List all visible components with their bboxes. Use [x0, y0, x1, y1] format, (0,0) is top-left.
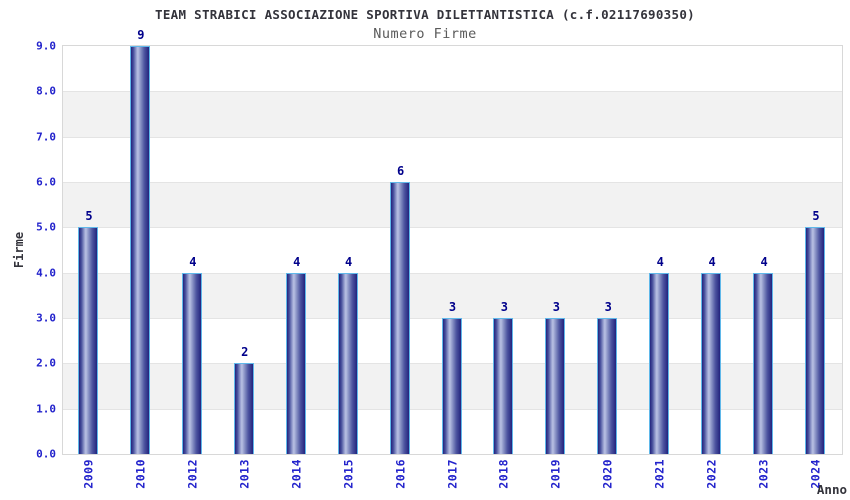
x-tick-label: 2019 [548, 459, 563, 489]
bar [597, 318, 618, 454]
bar [233, 363, 254, 454]
x-tick-label: 2021 [652, 459, 667, 489]
bar-value-label: 4 [293, 254, 301, 269]
x-tick-text: 2023 [756, 459, 771, 489]
x-tick-text: 2010 [133, 459, 148, 489]
bar-value-label: 4 [760, 254, 768, 269]
x-tick-label: 2014 [288, 459, 303, 489]
chart-subtitle: Numero Firme [373, 26, 477, 42]
bar-value-label: 4 [656, 254, 664, 269]
bar-value-label: 5 [85, 209, 93, 224]
bar-value-label: 3 [448, 300, 457, 315]
bar-value-label: 4 [345, 254, 353, 269]
y-tick-label: 8.0 [36, 84, 56, 98]
bar-value-label: 4 [708, 254, 716, 269]
bar-value-label: 5 [812, 209, 820, 224]
y-tick-label: 0.0 [36, 447, 56, 461]
bar [545, 318, 566, 454]
y-tick-label: 1.0 [36, 402, 56, 416]
x-tick-text: 2020 [600, 459, 615, 489]
x-tick-text: 2021 [652, 459, 667, 489]
x-tick-text: 2017 [444, 459, 459, 489]
bar [337, 272, 358, 454]
x-tick-text: 2014 [288, 459, 303, 489]
bar [649, 272, 670, 454]
bar-value-label: 3 [500, 300, 509, 315]
bar [805, 227, 826, 454]
y-tick-label: 5.0 [36, 220, 56, 234]
x-tick-label: 2010 [133, 459, 148, 489]
x-tick-text: 2015 [340, 459, 355, 489]
x-tick-text: 2016 [392, 459, 407, 489]
x-tick-text: 2009 [81, 459, 96, 489]
x-tick-label: 2020 [600, 459, 615, 489]
bar [753, 272, 774, 454]
y-axis-title: Firme [12, 231, 26, 269]
gridline [63, 227, 842, 229]
x-tick-label: 2023 [756, 459, 771, 489]
bar [77, 227, 98, 454]
bar [701, 272, 722, 454]
bar-value-label: 3 [552, 300, 560, 315]
bar-value-label: 3 [604, 300, 612, 315]
gridline [63, 272, 842, 274]
bar-value-label: 9 [137, 28, 145, 42]
y-tick-label: 3.0 [36, 311, 56, 325]
bar [493, 318, 514, 454]
x-tick-label: 2017 [444, 459, 459, 489]
x-tick-text: 2019 [548, 459, 563, 489]
y-tick-label: 2.0 [36, 356, 56, 370]
bar [129, 46, 150, 454]
bar [285, 272, 306, 454]
x-tick-label: 2016 [392, 459, 407, 489]
grid-band [63, 91, 842, 137]
gridline [63, 91, 842, 93]
bar [441, 318, 462, 454]
x-tick-label: 2013 [237, 459, 252, 489]
x-axis-title: Anno [816, 482, 847, 497]
bar-value-label: 6 [396, 164, 405, 179]
gridline [63, 136, 842, 138]
x-tick-label: 2018 [496, 459, 511, 489]
bar [181, 272, 202, 454]
x-tick-text: 2013 [237, 459, 252, 489]
bar-value-label: 2 [241, 345, 249, 360]
x-tick-label: 2009 [81, 459, 96, 489]
y-tick-label: 4.0 [36, 266, 56, 280]
x-tick-text: 2022 [704, 459, 719, 489]
x-tick-label: 2015 [340, 459, 355, 489]
x-tick-text: 2012 [185, 459, 200, 489]
plot-area: 0.0 1.0 2.0 3.0 4.0 5.0 6.0 7.0 8.0 9.0 5 2009 9 2010… [36, 29, 843, 489]
gridline [63, 181, 842, 183]
x-tick-text: 2018 [496, 459, 511, 489]
chart-title: TEAM STRABICI ASSOCIAZIONE SPORTIVA DILE… [155, 7, 695, 22]
bar-value-label: 4 [189, 254, 197, 269]
y-tick-label: 9.0 [36, 39, 56, 53]
y-tick-label: 7.0 [36, 130, 56, 144]
grid-band [63, 181, 842, 228]
y-tick-label: 6.0 [36, 175, 56, 189]
x-tick-label: 2022 [704, 459, 719, 489]
x-tick-label: 2012 [185, 459, 200, 489]
bar [389, 182, 410, 454]
